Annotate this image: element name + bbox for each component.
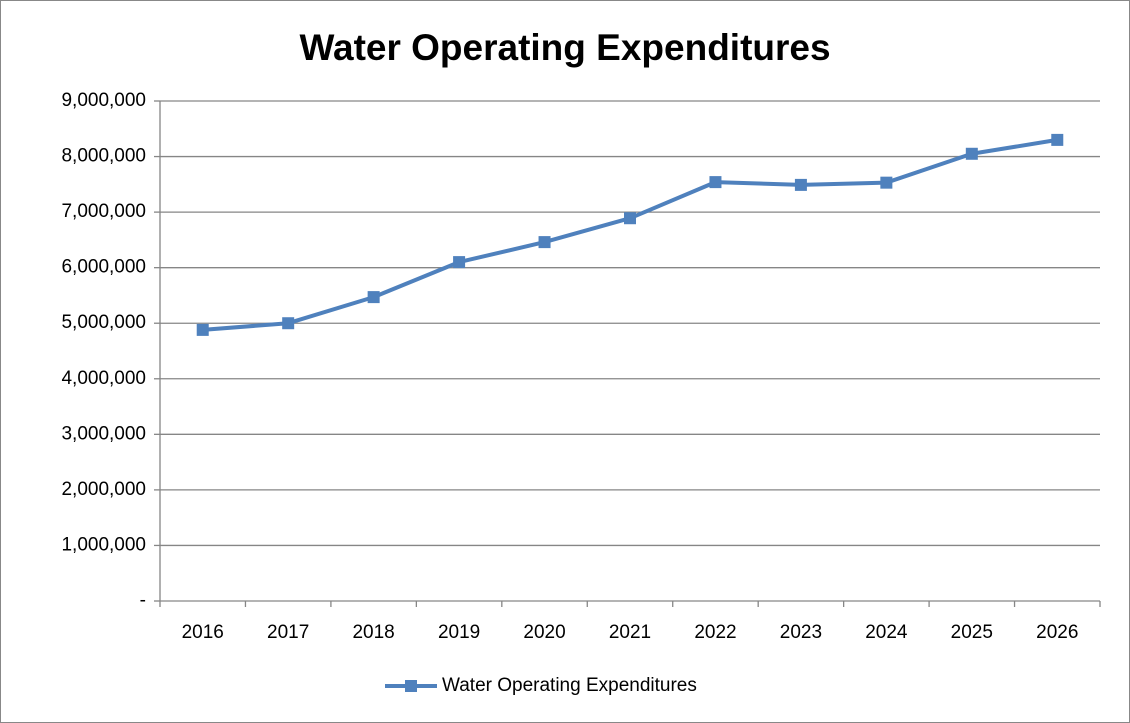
y-tick-label: 6,000,000 — [61, 257, 146, 278]
y-tick-label: 9,000,000 — [61, 90, 146, 111]
data-point — [282, 317, 295, 330]
chart-title: Water Operating Expenditures — [299, 27, 830, 68]
x-tick-label: 2021 — [609, 622, 651, 643]
y-tick-label: 2,000,000 — [61, 479, 146, 500]
data-point — [1051, 133, 1064, 146]
data-point — [880, 176, 893, 189]
y-tick-label: 1,000,000 — [61, 534, 146, 555]
y-tick-label: 5,000,000 — [61, 312, 146, 333]
x-tick-label: 2025 — [951, 622, 993, 643]
x-tick-label: 2020 — [523, 622, 565, 643]
x-tick-label: 2019 — [438, 622, 480, 643]
data-point — [965, 147, 978, 160]
x-tick-label: 2016 — [182, 622, 224, 643]
y-tick-label: 3,000,000 — [61, 423, 146, 444]
data-point — [196, 323, 209, 336]
y-tick-label: 8,000,000 — [61, 146, 146, 167]
data-point — [794, 178, 807, 191]
x-tick-label: 2026 — [1036, 622, 1078, 643]
x-tick-label: 2023 — [780, 622, 822, 643]
data-point — [624, 212, 636, 225]
data-point — [709, 176, 722, 189]
data-point — [538, 236, 551, 249]
legend-label: Water Operating Expenditures — [442, 675, 697, 696]
legend-marker — [405, 680, 417, 692]
x-tick-label: 2022 — [694, 622, 736, 643]
data-point — [453, 256, 466, 269]
y-tick-label: - — [140, 590, 146, 611]
data-point — [367, 291, 380, 304]
x-tick-label: 2024 — [865, 622, 908, 643]
x-tick-label: 2018 — [352, 622, 394, 643]
y-tick-label: 4,000,000 — [61, 368, 146, 389]
x-tick-label: 2017 — [267, 622, 309, 643]
y-tick-label: 7,000,000 — [61, 201, 146, 222]
